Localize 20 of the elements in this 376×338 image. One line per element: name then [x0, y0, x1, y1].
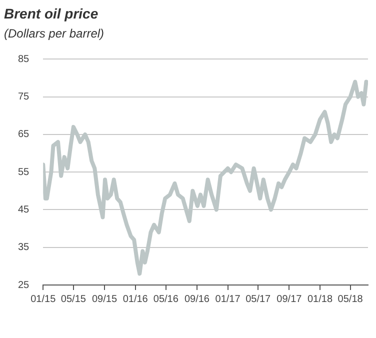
- y-tick-label: 65: [18, 129, 30, 140]
- chart-subtitle: (Dollars per barrel): [4, 26, 104, 40]
- x-tick-label: 01/18: [307, 294, 333, 305]
- y-tick-label: 55: [18, 166, 30, 178]
- y-tick-label: 25: [18, 280, 30, 291]
- x-tick-label: 09/16: [184, 294, 210, 305]
- x-tick-label: 05/18: [338, 294, 364, 305]
- x-tick-label: 05/17: [246, 294, 272, 305]
- x-tick-label: 09/15: [92, 294, 118, 305]
- x-tick-label: 01/15: [30, 294, 56, 305]
- x-tick-label: 01/17: [215, 294, 241, 305]
- y-tick-label: 35: [18, 242, 30, 254]
- x-tick-label: 09/17: [276, 294, 302, 305]
- y-tick-label: 45: [18, 204, 30, 216]
- x-tick-label: 05/16: [153, 294, 179, 305]
- x-tick-label: 05/15: [60, 294, 86, 305]
- y-tick-label: 75: [18, 92, 30, 103]
- y-tick-label: 85: [18, 54, 30, 65]
- chart-title: Brent oil price: [4, 5, 98, 22]
- x-tick-label: 01/16: [122, 294, 148, 305]
